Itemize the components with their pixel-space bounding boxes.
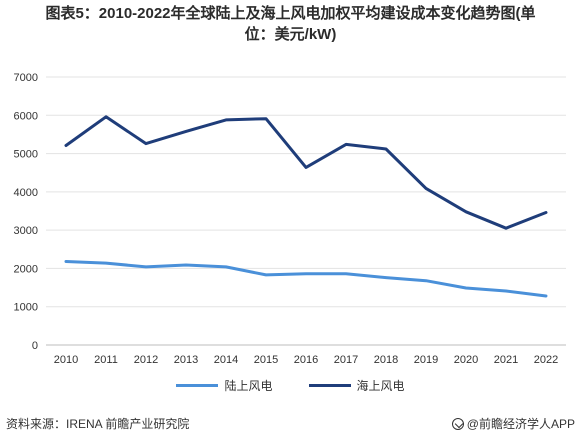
series-line-offshore [64, 115, 548, 230]
x-tick-label: 2010 [54, 354, 78, 366]
series-lines [64, 115, 548, 298]
y-tick-label: 3000 [14, 225, 38, 237]
y-tick-label: 1000 [14, 302, 38, 314]
y-tick-label: 7000 [14, 72, 38, 84]
legend-item-onshore: 陆上风电 [176, 377, 273, 394]
brand-label: @前瞻经济学人APP [466, 417, 575, 431]
x-tick-label: 2013 [174, 354, 198, 366]
source-note: 资料来源：IRENA 前瞻产业研究院 [6, 417, 190, 431]
chart-title-line-1: 图表5：2010-2022年全球陆上及海上风电加权平均建设成本变化趋势图(单 [45, 5, 536, 22]
legend: 陆上风电 海上风电 [0, 377, 581, 394]
legend-swatch-offshore [308, 384, 351, 387]
gridlines [46, 76, 566, 346]
x-tick-label: 2015 [254, 354, 278, 366]
y-tick-label: 5000 [14, 149, 38, 161]
x-axis-tick-labels: 2010 2011 2012 2013 2014 2015 2016 2017 2018 2019… [54, 354, 558, 366]
y-tick-label: 2000 [14, 263, 38, 275]
chart-title: 图表5：2010-2022年全球陆上及海上风电加权平均建设成本变化趋势图(单 位… [0, 3, 581, 45]
y-tick-label: 0 [32, 340, 38, 352]
x-tick-label: 2017 [334, 354, 358, 366]
x-tick-label: 2016 [294, 354, 318, 366]
footer: 资料来源：IRENA 前瞻产业研究院 @前瞻经济学人APP [6, 415, 575, 432]
x-tick-label: 2018 [374, 354, 398, 366]
legend-label-onshore: 陆上风电 [224, 379, 273, 393]
series-line-onshore [64, 260, 548, 298]
x-tick-label: 2012 [134, 354, 158, 366]
y-tick-label: 6000 [14, 110, 38, 122]
legend-item-offshore: 海上风电 [308, 377, 405, 394]
x-tick-label: 2022 [534, 354, 558, 366]
x-tick-label: 2020 [454, 354, 478, 366]
x-tick-label: 2011 [94, 354, 118, 366]
legend-swatch-onshore [176, 384, 219, 387]
y-axis-tick-labels: 0 1000 2000 3000 4000 5000 6000 7000 [14, 72, 38, 352]
brand-credit: @前瞻经济学人APP [451, 415, 575, 432]
legend-label-offshore: 海上风电 [356, 379, 405, 393]
chart-title-line-2: 位：美元/kW) [244, 26, 337, 43]
brand-logo-icon [451, 417, 464, 430]
x-tick-label: 2019 [414, 354, 438, 366]
x-tick-label: 2014 [214, 354, 238, 366]
y-tick-label: 4000 [14, 187, 38, 199]
x-tick-label: 2021 [494, 354, 518, 366]
